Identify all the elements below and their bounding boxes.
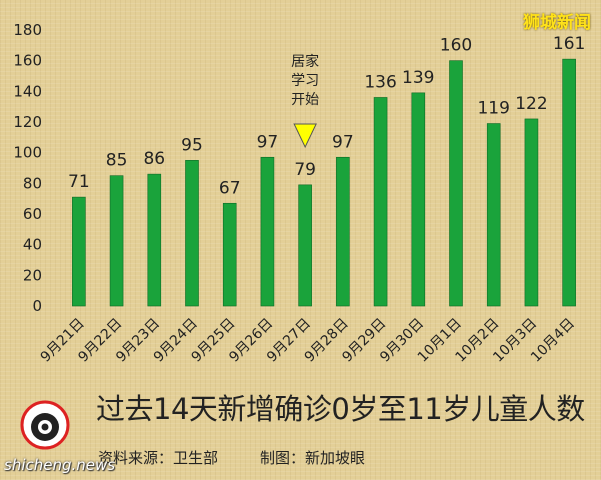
bar <box>449 60 463 307</box>
data-label: 95 <box>181 135 203 155</box>
annotation-label: 学习 <box>291 73 319 89</box>
bar <box>373 97 388 307</box>
data-label: 160 <box>440 36 472 56</box>
annotation-label: 居家 <box>291 53 319 70</box>
bar <box>109 175 124 307</box>
y-tick-label: 100 <box>13 144 42 162</box>
y-tick-label: 120 <box>13 113 42 131</box>
data-label: 71 <box>68 172 90 192</box>
page-title: 过去14天新增确诊0岁至11岁儿童人数 <box>96 392 585 426</box>
y-tick-label: 180 <box>13 21 42 39</box>
data-label: 136 <box>364 72 396 92</box>
annotation-marker-icon <box>293 123 317 149</box>
y-tick-label: 0 <box>32 297 42 315</box>
data-label: 97 <box>332 132 354 152</box>
website-watermark: shicheng.news <box>4 456 116 474</box>
data-label: 161 <box>553 34 585 54</box>
bar <box>72 196 86 307</box>
y-tick-label: 40 <box>23 236 42 254</box>
data-label: 67 <box>219 178 241 198</box>
bar <box>222 202 237 307</box>
data-label: 85 <box>106 151 128 171</box>
data-label: 97 <box>257 132 279 152</box>
data-label: 79 <box>294 160 316 180</box>
logo-icon <box>20 400 70 450</box>
y-tick-label: 60 <box>23 205 42 223</box>
bar <box>524 118 539 307</box>
bar <box>486 123 501 307</box>
data-label: 86 <box>143 149 165 169</box>
brand-watermark: 狮城新闻 <box>523 13 591 33</box>
data-label: 139 <box>402 68 434 88</box>
bar <box>147 173 162 307</box>
bar <box>411 92 426 307</box>
data-label: 122 <box>515 94 547 114</box>
bar <box>260 156 275 307</box>
annotation-label: 开始 <box>291 92 319 108</box>
bar <box>562 58 576 307</box>
y-tick-label: 20 <box>23 266 42 284</box>
bar-chart: 020406080100120140160180719月21日859月22日86… <box>13 21 585 366</box>
bar <box>185 160 199 307</box>
y-tick-label: 80 <box>23 174 42 192</box>
data-label: 119 <box>477 99 509 119</box>
bar <box>336 156 350 307</box>
y-tick-label: 140 <box>13 82 42 100</box>
source-credit: 资料来源：卫生部 <box>98 449 219 467</box>
bar <box>298 184 312 307</box>
maker-credit: 制图：新加坡眼 <box>260 449 366 467</box>
y-tick-label: 160 <box>13 52 42 70</box>
